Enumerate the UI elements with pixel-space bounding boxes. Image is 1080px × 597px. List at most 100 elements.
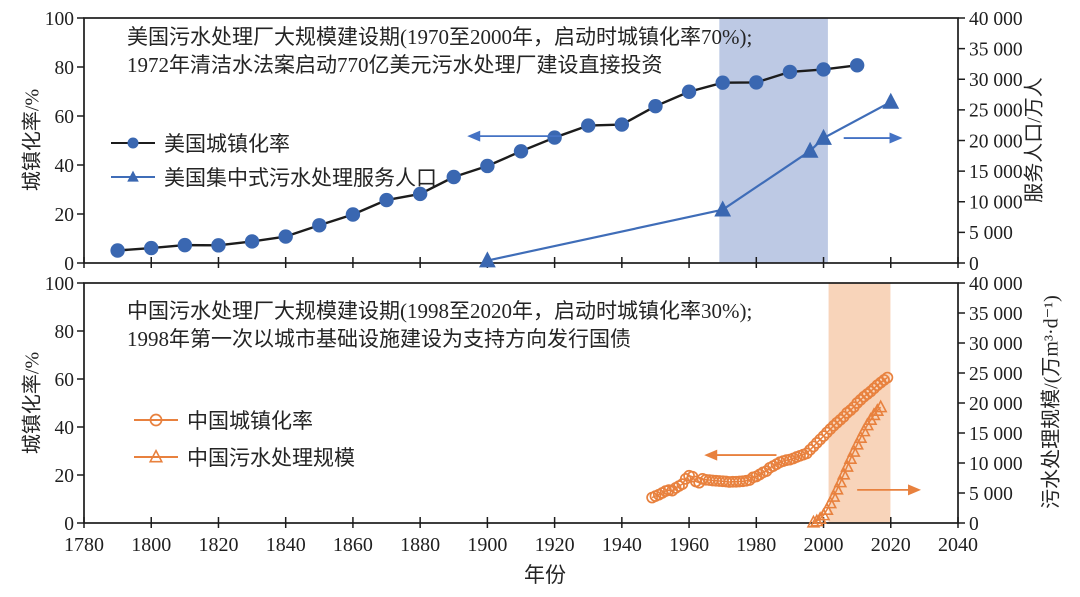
china-annotation: 中国污水处理厂大规模建设期(1998至2020年，启动时城镇化率30%); 19… (127, 297, 752, 353)
us-urbanization-rate-point (547, 130, 562, 145)
us_panel: 0 20 40 60 80 100 0 5 000 10 000 15 000 20 000 25 0… (45, 9, 1023, 275)
china-urbanization-rate-point (841, 406, 853, 419)
china-annotation-line2: 1998年第一次以城市基础设施建设为支持方向发行国债 (127, 327, 631, 351)
china-wastewater-treatment-scale-point (813, 511, 827, 525)
right-axis-tick-label: 5 000 (969, 484, 1013, 505)
us-urbanization-rate-point (412, 186, 428, 202)
us-urbanization-rate-point (177, 237, 193, 253)
us-sewage-service-population-line (487, 100, 892, 262)
us-urbanization-rate-point (345, 207, 361, 222)
china-urbanization-rate-point (814, 433, 827, 446)
china-wastewater-treatment-scale (806, 399, 888, 528)
legend-marker-circle-open (134, 413, 178, 427)
us-urbanization-rate-point (648, 99, 663, 114)
legend-marker-symbol (149, 413, 163, 427)
china-wastewater-treatment-scale-point (850, 436, 864, 450)
us-urbanization-rate-point (614, 117, 630, 132)
china-wastewater-treatment-scale-point (823, 495, 838, 509)
china-urbanization-rate-point (827, 419, 840, 432)
x-axis-tick-label: 1940 (602, 534, 642, 556)
right-axis-tick-label: 10 000 (969, 454, 1023, 475)
right-axis-tick-label: 15 000 (969, 424, 1023, 445)
x-axis-title: 年份 (524, 563, 566, 587)
us-urbanization-rate-point (144, 240, 159, 256)
china-urbanization-rate-point (817, 430, 830, 442)
right-axis-tick-label: 25 000 (969, 101, 1023, 122)
x-axis-tick-label: 2020 (871, 534, 911, 556)
x-axis-tick-label: 1900 (467, 534, 507, 556)
left-axis-tick-label: 60 (55, 107, 75, 128)
right-axis-tick-label: 0 (969, 254, 979, 275)
legend-marker-symbol (127, 170, 139, 182)
x-axis-tick-label: 1860 (333, 534, 373, 556)
us-annotation-line1: 美国污水处理厂大规模建设期(1970至2000年，启动时城镇化率70%); (127, 25, 753, 49)
china-urbanization-rate-point (861, 388, 874, 400)
right-axis-tick-label: 15 000 (969, 162, 1023, 183)
china-urbanization-rate-point (844, 404, 857, 417)
x-axis-tick-label: 1920 (535, 534, 575, 556)
china-urbanization-rate-point (881, 371, 894, 384)
x-axis-tick-label: 1780 (64, 534, 104, 556)
us-annotation-line2: 1972年清洁水法案启动770亿美元污水处理厂建设直接投资 (127, 53, 663, 77)
china-wastewater-treatment-scale-point (870, 403, 885, 417)
x-axis-tick-label: 1820 (198, 534, 238, 556)
china_panel-arrow-0-head (704, 449, 718, 461)
legend-item-us-service-population: 美国集中式污水处理服务人口 (110, 164, 437, 190)
left-axis-tick-label: 20 (55, 205, 75, 226)
us-urbanization-rate-point (211, 238, 226, 253)
china-wastewater-treatment-scale-point (847, 443, 861, 457)
us-urbanization-rate-point (379, 192, 394, 208)
legend-label: 美国集中式污水处理服务人口 (164, 166, 437, 190)
china-wastewater-treatment-scale-point (867, 407, 881, 421)
legend-label: 美国城镇化率 (164, 132, 290, 156)
us-urbanization-rate-point (749, 75, 764, 90)
china-urbanization-rate-point (831, 416, 843, 429)
us-urbanization-rate-point (244, 234, 260, 249)
china-wastewater-treatment-scale-point (833, 474, 848, 488)
us-urbanization-rate-point (816, 62, 831, 77)
us-sewage-service-population-point (714, 200, 732, 217)
right-axis-tick-label: 10 000 (969, 193, 1023, 214)
us-sewage-service-population-point (815, 128, 832, 145)
us-urbanization-rate-point (715, 75, 730, 90)
us-sewage-service-population (478, 92, 900, 268)
left-axis-tick-label: 100 (45, 9, 74, 30)
china-urbanization-rate-point (824, 423, 837, 436)
us-urbanization-rate-point (480, 158, 495, 174)
x-axis-tick-label: 1840 (266, 534, 306, 556)
us-sewage-service-population-point (882, 92, 900, 109)
china-annotation-line1: 中国污水处理厂大规模建设期(1998至2020年，启动时城镇化率30%); (127, 299, 753, 323)
us-urbanization-rate-point (849, 58, 865, 73)
china-urbanization-rate-point (800, 447, 813, 460)
left-axis-tick-label: 0 (64, 514, 74, 535)
legend-item-china-treatment-scale: 中国污水处理规模 (133, 444, 355, 470)
us-urbanization-rate-point (110, 243, 125, 258)
china_panel: 0 20 40 60 80 100 0 5 000 10 000 15 000 20 000 25 0… (45, 274, 1023, 535)
us_panel-highlight-span (719, 18, 828, 263)
china-urbanization-rate-point (821, 426, 833, 439)
us_panel-arrow-1-head (889, 132, 903, 144)
left-axis-tick-label: 60 (55, 370, 75, 391)
china-wastewater-treatment-scale-point (826, 488, 841, 502)
legend-label: 中国污水处理规模 (187, 446, 355, 470)
left-axis-tick-label: 100 (45, 274, 74, 295)
us-right-axis-title: 服务人口/万人 (1023, 77, 1046, 203)
china-urbanization-rate-point (810, 436, 823, 449)
legend-marker-triangle-filled (111, 170, 155, 182)
us-left-axis-title: 城镇化率/% (21, 88, 44, 192)
china-urbanization-rate-point (864, 385, 877, 398)
x-axis-tick-label: 2040 (938, 534, 978, 556)
china-right-axis-title: 污水处理规模/(万m³·d⁻¹) (1040, 295, 1063, 509)
us-annotation: 美国污水处理厂大规模建设期(1970至2000年，启动时城镇化率70%); 19… (127, 23, 752, 79)
right-axis-tick-label: 35 000 (969, 39, 1023, 60)
china-urbanization-rate-point (743, 474, 756, 486)
china-urbanization-rate-point (807, 440, 820, 453)
us-urbanization-rate-point (446, 169, 461, 185)
right-axis-tick-label: 30 000 (969, 334, 1023, 355)
us-urbanization-rate-point (581, 118, 596, 133)
us-sewage-service-population-point (801, 141, 819, 158)
legend-label: 中国城镇化率 (187, 409, 313, 433)
right-axis-tick-label: 20 000 (969, 131, 1023, 152)
left-axis-tick-label: 80 (55, 58, 75, 79)
